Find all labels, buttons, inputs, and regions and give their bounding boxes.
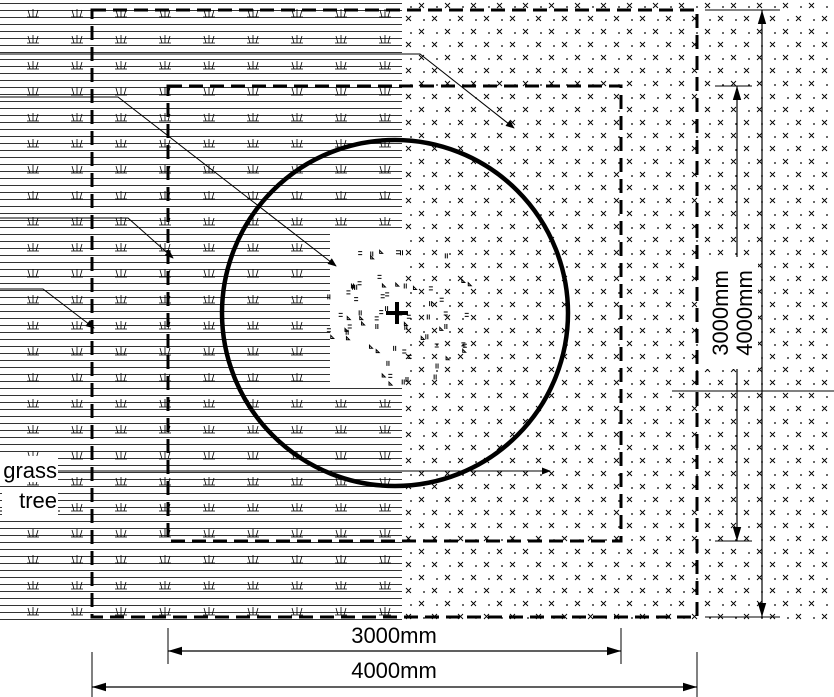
- tree-canopy-circle: [219, 137, 571, 489]
- tree-area: [402, 0, 834, 624]
- tree-center-cross: [386, 302, 408, 324]
- dim-outer-width-label: 4000mm: [351, 658, 437, 683]
- outer-boundary-4000: [90, 8, 699, 619]
- leader-lines: [0, 53, 551, 512]
- root-zone-speckle: [326, 232, 473, 386]
- legend-grass-label: grass: [3, 458, 57, 483]
- dim-inner-width-label: 3000mm: [351, 623, 437, 648]
- horizontal-dimensions: [91, 628, 698, 697]
- dim-inner-height-label: 3000mm: [708, 270, 733, 356]
- legend-tree-label: tree: [19, 488, 57, 513]
- dim-outer-height-label: 4000mm: [732, 270, 757, 356]
- inner-boundary-3000: [166, 84, 623, 543]
